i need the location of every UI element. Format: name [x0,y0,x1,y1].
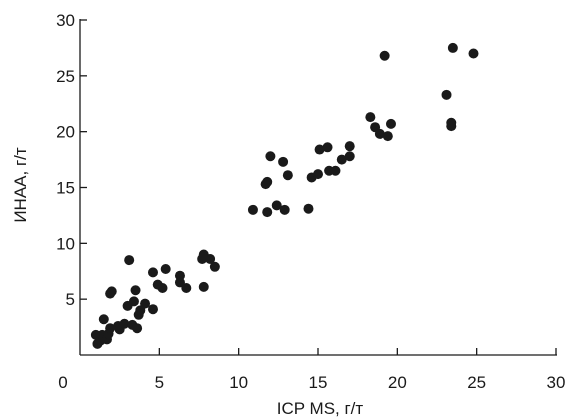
data-point [447,42,458,53]
data-point [282,170,293,181]
y-tick-label: 25 [56,67,75,86]
data-point [344,151,355,162]
data-point [119,318,130,329]
x-tick-label: 5 [155,373,164,392]
data-point [382,131,393,142]
data-point [278,156,289,167]
y-tick-label: 30 [56,11,75,30]
data-point [314,144,325,155]
plot-area [90,42,479,349]
data-point [128,296,139,307]
data-point [205,253,216,264]
data-point [313,169,323,180]
x-tick-label: 25 [467,373,486,392]
data-point [468,48,479,59]
data-point [265,151,276,162]
data-point [147,267,158,278]
data-point [98,314,109,325]
data-point [385,118,396,129]
x-axis-title: ICP MS, г/т [277,399,364,418]
x-tick-label: 15 [309,373,328,392]
x-tick-label: 10 [229,373,248,392]
x-tick-label: 0 [58,373,67,392]
x-tick-label: 30 [547,373,566,392]
data-point [279,204,290,215]
y-tick-label: 15 [56,179,75,198]
x-axis: 0 5 10 15 20 25 30 [58,348,565,392]
x-tick-label: 20 [388,373,407,392]
y-tick-label: 20 [56,123,75,142]
data-point [336,154,347,165]
data-point [157,283,168,293]
data-point [271,200,282,211]
data-point [209,261,220,272]
y-axis-title: ИНАА, г/т [11,147,30,223]
data-point [303,203,314,214]
data-point [198,281,209,292]
data-point [365,112,376,123]
data-point [374,128,385,139]
data-point [379,50,390,61]
data-point [322,142,333,153]
data-point [140,298,151,309]
data-point [132,323,143,334]
data-point [262,176,273,187]
data-point [247,204,258,215]
data-point [124,255,135,266]
data-point [330,165,341,176]
data-point [160,264,171,275]
data-point [181,283,192,293]
data-point [147,304,158,315]
data-point [441,89,452,100]
data-point [344,141,355,152]
data-point [446,121,457,132]
data-point [262,207,273,218]
y-axis: 5 10 15 20 25 30 [56,11,87,355]
data-point [105,323,116,334]
y-tick-label: 10 [56,234,75,253]
y-tick-label: 5 [66,290,75,309]
data-point [106,286,117,297]
data-point [130,285,141,296]
